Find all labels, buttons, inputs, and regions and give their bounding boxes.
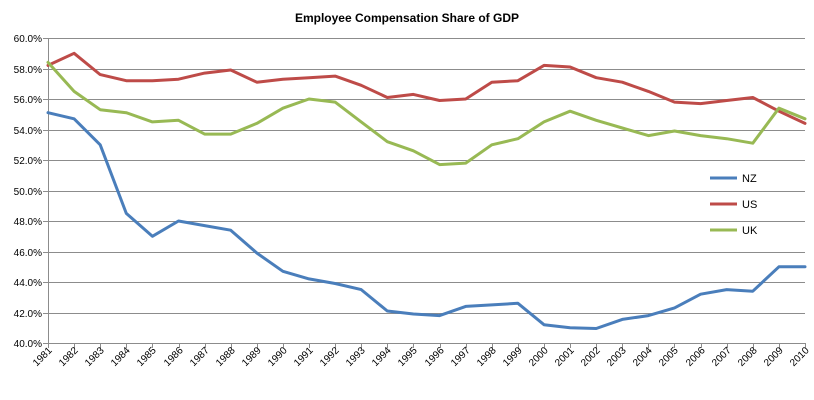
gridlines xyxy=(48,38,805,344)
y-tick-label: 42.0% xyxy=(14,309,42,320)
x-tick-label: 2002 xyxy=(579,345,603,369)
x-tick-label: 1998 xyxy=(475,345,499,369)
y-tick-label: 48.0% xyxy=(14,217,42,228)
x-tick-label: 2003 xyxy=(605,345,629,369)
x-tick-label: 1982 xyxy=(57,345,81,369)
y-tick-label: 40.0% xyxy=(14,339,42,350)
x-tick-label: 1997 xyxy=(449,345,473,369)
x-tick-label: 1993 xyxy=(344,345,368,369)
y-tick-label: 52.0% xyxy=(14,156,42,167)
x-tick-label: 1985 xyxy=(135,345,159,369)
series-lines xyxy=(46,51,807,330)
x-tick-label: 1987 xyxy=(188,345,212,369)
y-tick-label: 44.0% xyxy=(14,278,42,289)
y-tick-label: 58.0% xyxy=(14,65,42,76)
x-tick-label: 1983 xyxy=(83,345,107,369)
x-tick-label: 1995 xyxy=(396,345,420,369)
series-line-us xyxy=(46,51,807,125)
x-tick-label: 1991 xyxy=(292,345,316,369)
x-tick-label: 2000 xyxy=(527,345,551,369)
x-tick-label: 1994 xyxy=(370,345,394,369)
x-tick-label: 1990 xyxy=(266,345,290,369)
legend-label-us: US xyxy=(742,199,757,211)
x-tick-label: 1984 xyxy=(109,345,133,369)
legend: NZ US UK xyxy=(710,173,758,237)
y-axis: 40.0% 42.0% 44.0% 46.0% 48.0% 50.0% 52.0% 54.0%… xyxy=(14,34,49,350)
series-line-uk xyxy=(46,60,807,167)
x-tick-label: 2007 xyxy=(710,345,734,369)
series-line-nz xyxy=(46,111,807,330)
x-tick-label: 2010 xyxy=(788,345,812,369)
y-tick-label: 54.0% xyxy=(14,126,42,137)
y-tick-label: 56.0% xyxy=(14,95,42,106)
x-tick-label: 1986 xyxy=(162,345,186,369)
chart-title: Employee Compensation Share of GDP xyxy=(295,11,519,25)
x-tick-label: 1999 xyxy=(501,345,525,369)
legend-label-nz: NZ xyxy=(742,173,757,185)
x-tick-label: 1996 xyxy=(423,345,447,369)
x-tick-label: 2009 xyxy=(762,345,786,369)
x-tick-label: 2008 xyxy=(736,345,760,369)
x-tick-label: 1992 xyxy=(318,345,342,369)
x-tick-label: 2004 xyxy=(631,345,655,369)
y-tick-label: 46.0% xyxy=(14,248,42,259)
x-tick-label: 1989 xyxy=(240,345,264,369)
y-tick-label: 50.0% xyxy=(14,187,42,198)
x-tick-label: 2005 xyxy=(657,345,681,369)
legend-label-uk: UK xyxy=(742,225,758,237)
x-axis: 1981 1982 1983 1984 1985 1986 1987 1988 1989 1990… xyxy=(31,343,812,369)
x-tick-label: 1988 xyxy=(214,345,238,369)
x-tick-label: 2001 xyxy=(553,345,577,369)
y-tick-label: 60.0% xyxy=(14,34,42,45)
x-tick-label: 2006 xyxy=(684,345,708,369)
